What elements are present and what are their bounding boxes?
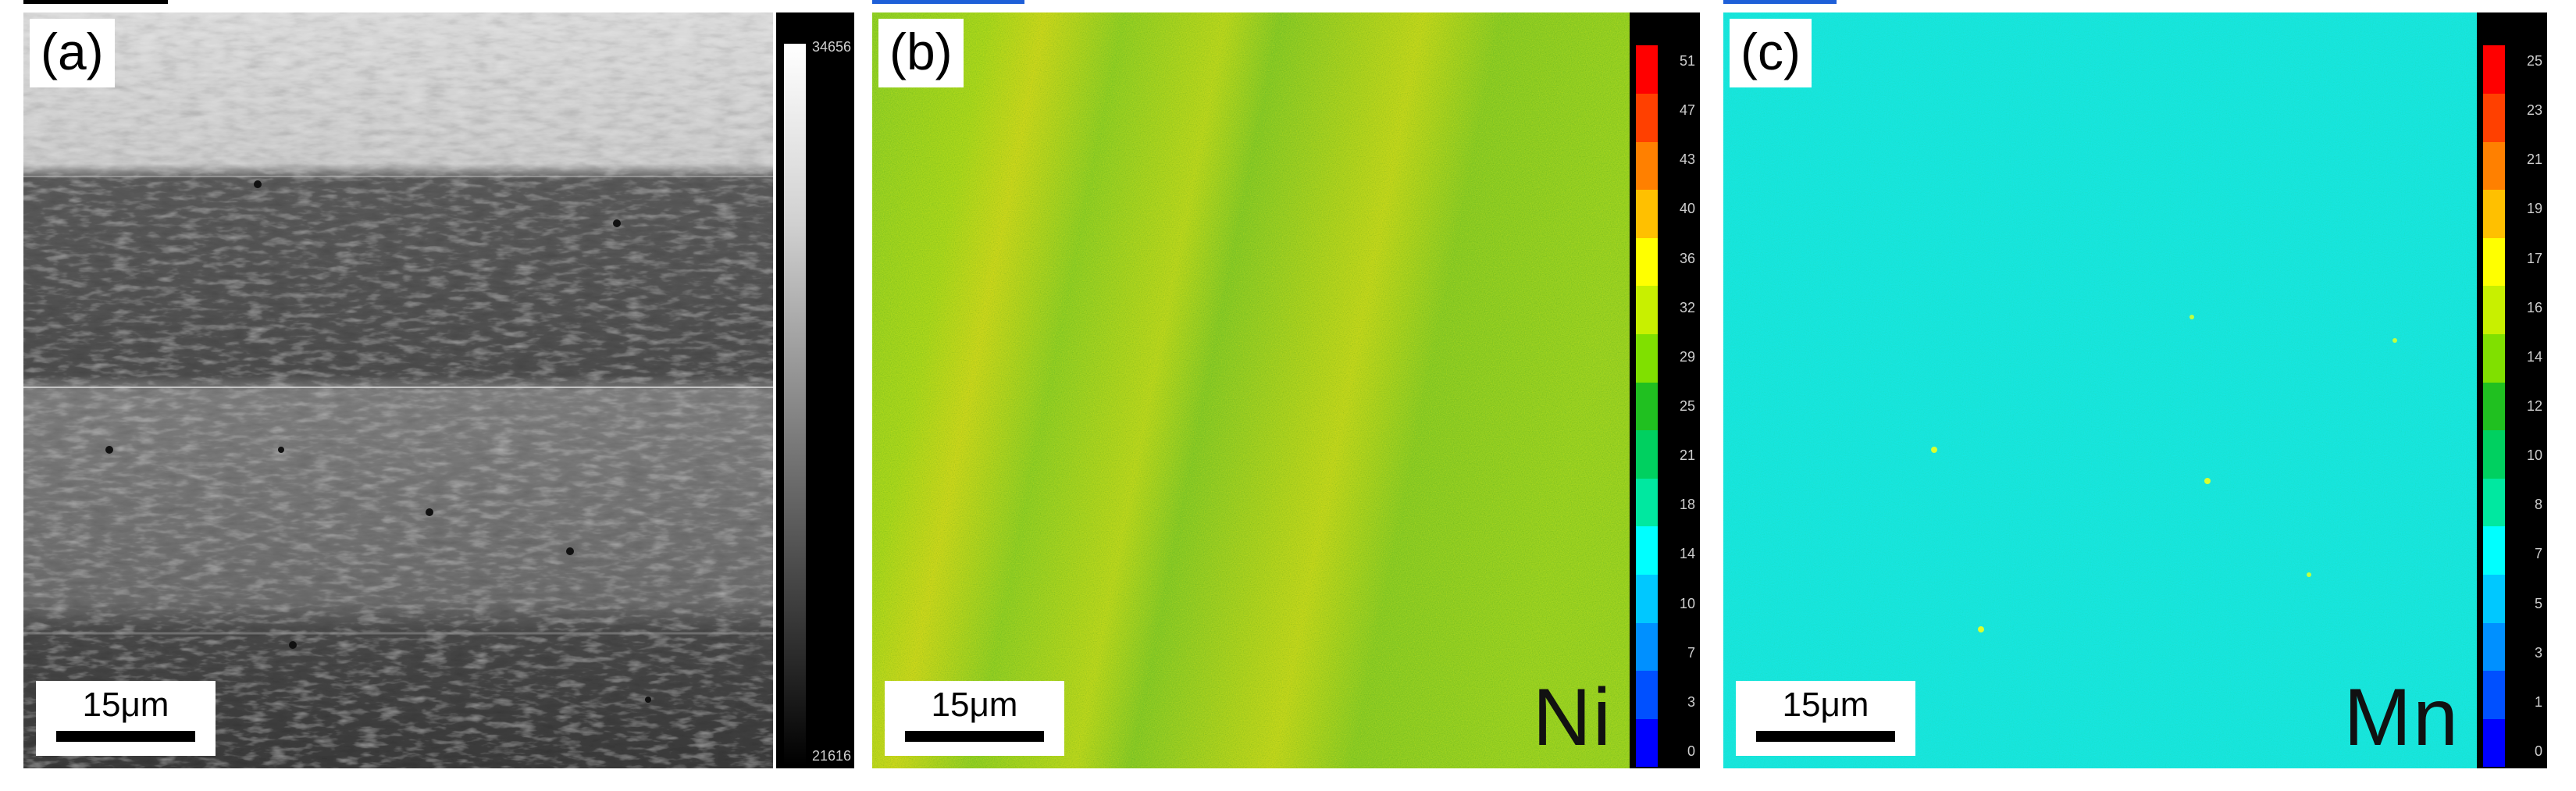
scale-bar: 15μm [885, 681, 1064, 756]
scale-bar-label: 15μm [82, 686, 169, 724]
colorbar-step [1636, 237, 1658, 287]
colorbar-step [1636, 141, 1658, 191]
panel-b-top-accent [872, 0, 1024, 4]
panel-label: (b) [878, 19, 964, 87]
element-label: Mn [2343, 672, 2460, 763]
colorbar-step [1636, 333, 1658, 383]
colorbar-tick-label: 36 [1679, 250, 1695, 266]
colorbar-gradient [2483, 45, 2505, 768]
colorbar-step [1636, 382, 1658, 431]
colorbar-tick-label: 43 [1679, 151, 1695, 168]
colorbar-step [2483, 189, 2505, 238]
colorbar-tick-label: 7 [2534, 546, 2542, 562]
colorbar-tick-label: 25 [1679, 398, 1695, 414]
colorbar-tick-label: 21 [1679, 447, 1695, 464]
colorbar-step [1636, 189, 1658, 238]
scale-bar-line [56, 731, 195, 742]
colorbar-tick-label: 23 [2526, 102, 2542, 119]
colorbar-step [2483, 478, 2505, 527]
colorbar-step [1636, 670, 1658, 719]
colorbar-tick-label: 3 [2534, 644, 2542, 661]
colorbar-tick-label: 7 [1687, 644, 1695, 661]
colorbar-tick-label: 0 [1687, 743, 1695, 759]
colorbar-max-label: 34656 [811, 39, 851, 55]
colorbar-tick-label: 5 [2534, 595, 2542, 611]
panel-a-top-accent [23, 0, 168, 4]
colorbar-tick-label: 10 [2526, 447, 2542, 464]
colorbar-step [2483, 45, 2505, 94]
colorbar-step [2483, 286, 2505, 335]
panel-b-colorbar: 51 47 43 40 36 32 29 25 21 18 14 10 7 3 0 [1630, 12, 1700, 768]
panel-a-colorbar: 34656 21616 [776, 12, 854, 768]
colorbar-step [1636, 286, 1658, 335]
colorbar-step [2483, 237, 2505, 287]
colorbar-tick-label: 32 [1679, 299, 1695, 315]
colorbar-tick-label: 47 [1679, 102, 1695, 119]
colorbar-tick-label: 16 [2526, 299, 2542, 315]
colorbar-step [2483, 333, 2505, 383]
colorbar-tick-label: 0 [2534, 743, 2542, 759]
scale-bar: 15μm [36, 681, 216, 756]
panel-label: (c) [1730, 19, 1812, 87]
colorbar-step [2483, 382, 2505, 431]
colorbar-step [1636, 574, 1658, 623]
panel-c-colorbar: 25 23 21 19 17 16 14 12 10 8 7 5 3 1 0 [2477, 12, 2547, 768]
mn-map-image [1723, 12, 2477, 768]
colorbar-step [1636, 718, 1658, 768]
scale-bar: 15μm [1736, 681, 1915, 756]
panel-c-top-accent [1723, 0, 1837, 4]
colorbar-tick-label: 8 [2534, 497, 2542, 513]
colorbar-step [2483, 141, 2505, 191]
colorbar-step [1636, 93, 1658, 142]
colorbar-step [1636, 526, 1658, 575]
colorbar-tick-label: 17 [2526, 250, 2542, 266]
colorbar-gradient [1636, 45, 1658, 768]
colorbar-tick-label: 3 [1687, 693, 1695, 710]
colorbar-step [2483, 526, 2505, 575]
colorbar-step [1636, 622, 1658, 672]
scale-bar-line [1756, 731, 1895, 742]
scale-bar-label: 15μm [1782, 686, 1869, 724]
micrograph-image [23, 12, 773, 768]
element-label: Ni [1532, 672, 1612, 763]
panel-a-micrograph: (a) 15μm [23, 12, 773, 768]
colorbar-tick-label: 40 [1679, 201, 1695, 217]
colorbar-tick-label: 19 [2526, 201, 2542, 217]
ni-map-image [872, 12, 1630, 768]
colorbar-gradient [784, 44, 806, 766]
colorbar-tick-label: 14 [1679, 546, 1695, 562]
colorbar-tick-label: 29 [1679, 348, 1695, 365]
colorbar-step [2483, 622, 2505, 672]
colorbar-step [2483, 718, 2505, 768]
colorbar-tick-label: 51 [1679, 53, 1695, 69]
colorbar-tick-label: 25 [2526, 53, 2542, 69]
colorbar-step [1636, 429, 1658, 479]
colorbar-tick-label: 12 [2526, 398, 2542, 414]
colorbar-tick-label: 18 [1679, 497, 1695, 513]
panel-label: (a) [30, 19, 115, 87]
panel-c-mn-map: (c) 15μm Mn [1723, 12, 2477, 768]
colorbar-tick-label: 21 [2526, 151, 2542, 168]
colorbar-min-label: 21616 [811, 748, 851, 764]
colorbar-tick-label: 1 [2534, 693, 2542, 710]
panel-b-ni-map: (b) 15μm Ni [872, 12, 1630, 768]
colorbar-step [2483, 574, 2505, 623]
colorbar-step [2483, 93, 2505, 142]
colorbar-step [2483, 429, 2505, 479]
colorbar-step [2483, 670, 2505, 719]
colorbar-tick-label: 10 [1679, 595, 1695, 611]
colorbar-tick-label: 14 [2526, 348, 2542, 365]
scale-bar-line [905, 731, 1044, 742]
colorbar-step [1636, 45, 1658, 94]
scale-bar-label: 15μm [931, 686, 1018, 724]
colorbar-step [1636, 478, 1658, 527]
